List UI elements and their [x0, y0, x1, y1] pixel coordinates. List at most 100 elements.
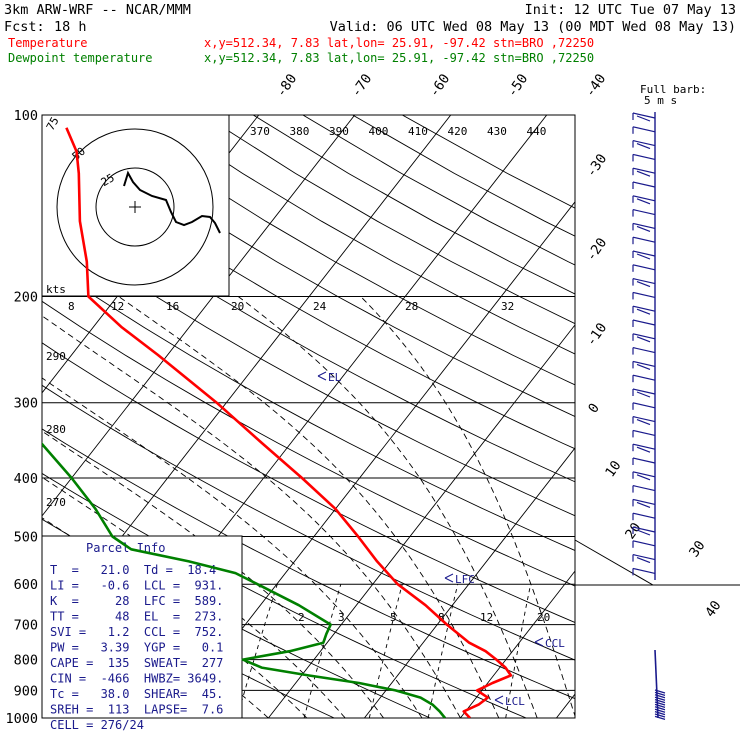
temperature-legend-label: Temperature [8, 36, 87, 50]
pressure-tick-label: 1000 [5, 711, 38, 727]
hodograph: 75 50 25 kts [41, 114, 230, 297]
dry-adiabat [103, 115, 575, 386]
barb-feather [654, 715, 666, 721]
dry-adiabat-label: 380 [290, 125, 310, 138]
level-arrow [494, 699, 504, 705]
mixing-ratio-label: 32 [501, 300, 514, 313]
barb-feather [632, 153, 656, 160]
dry-adiabat-label: 390 [329, 125, 349, 138]
isotherm [460, 570, 575, 718]
barb-feather [632, 140, 656, 147]
isotherm-label: -10 [583, 320, 610, 349]
parcel-info-row: K = 28 LFC = 589. [50, 594, 223, 608]
dry-adiabat [42, 565, 335, 718]
level-arrow [317, 371, 327, 377]
valid-time: Valid: 06 UTC Wed 08 May 13 (00 MDT Wed … [330, 19, 736, 35]
dry-adiabat-label: 430 [487, 125, 507, 138]
barb-feather [632, 222, 656, 229]
mixing-ratio-label: 20 [537, 611, 550, 624]
barb-feather [636, 529, 651, 536]
mixing-ratio-line [303, 584, 342, 718]
barb-feather [654, 696, 666, 701]
barb-feather [632, 347, 656, 354]
mixing-ratio-line [236, 584, 278, 718]
barb-feather [632, 471, 656, 478]
level-arrow [494, 695, 504, 701]
isotherm [42, 115, 356, 517]
isotherm-label: -80 [273, 71, 300, 100]
sounding-traces [42, 127, 513, 718]
dry-adiabat-label: 400 [369, 125, 389, 138]
barb-feather [632, 554, 656, 561]
barb-legend-line2: 5 m s [644, 94, 677, 107]
isotherm-label: 10 [602, 458, 624, 481]
barb-feather [632, 236, 656, 243]
theta-label: 280 [46, 423, 66, 436]
barb-feather [636, 170, 651, 177]
mixing-ratio-label: 28 [405, 300, 418, 313]
isotherm-label: -70 [348, 71, 375, 100]
parcel-info-row: T = 21.0 Td = 18.4 [50, 563, 216, 577]
dry-adiabat-label: 370 [250, 125, 270, 138]
barb-feather [654, 713, 666, 718]
barb-feather [632, 512, 656, 519]
parcel-info-row: Tc = 38.0 SHEAR= 45. [50, 687, 223, 701]
barb-feather [632, 250, 656, 257]
barb-feather [654, 701, 666, 706]
barb-feather [636, 336, 651, 343]
dry-adiabat-label: 410 [408, 125, 428, 138]
pressure-tick-label: 600 [14, 577, 38, 593]
barb-feather [632, 360, 656, 367]
level-arrow [534, 637, 544, 643]
barb-feather [636, 363, 651, 370]
barb-feather [654, 710, 666, 716]
barb-feather [636, 501, 651, 508]
barb-feather [636, 143, 651, 150]
barb-feather [654, 706, 666, 711]
hodograph-trace [123, 170, 221, 234]
temperature-trace [65, 127, 513, 718]
barb-feather [632, 388, 656, 395]
dry-adiabat [42, 342, 575, 624]
level-markers: EL LFC CCL LCL [317, 371, 565, 708]
parcel-info-row: CELL = 276/24 [50, 718, 144, 732]
barb-feather [636, 115, 651, 122]
dry-adiabat [42, 300, 575, 587]
mixing-ratio-label: 20 [231, 300, 244, 313]
barb-feather [632, 264, 656, 271]
barb-feather [632, 319, 656, 326]
isotherm-label: -40 [582, 71, 609, 100]
pressure-tick-label: 700 [14, 618, 38, 634]
barb-feather [632, 167, 656, 174]
barb-feather [636, 391, 651, 398]
barb-feather [632, 181, 656, 188]
dry-adiabat [54, 115, 575, 417]
mixing-ratio-label: 8 [438, 611, 445, 624]
temperature-legend-info: x,y=512.34, 7.83 lat,lon= 25.91, -97.42 … [204, 36, 594, 50]
level-arrow [444, 573, 454, 579]
barb-feather [632, 429, 656, 436]
dry-adiabat [42, 142, 575, 450]
parcel-info-row: PW = 3.39 YGP = 0.1 [50, 641, 223, 655]
init-time: Init: 12 UTC Tue 07 May 13 [525, 2, 736, 18]
hodograph-ring-75: 75 [44, 115, 62, 133]
isotherm [556, 693, 575, 718]
theta-label: 290 [46, 350, 66, 363]
barb-feather [632, 209, 656, 216]
dry-adiabat [402, 115, 575, 209]
isotherm [268, 324, 575, 718]
pressure-tick-label: 900 [14, 683, 38, 699]
barb-feather [632, 485, 656, 492]
barb-feather [632, 526, 656, 533]
dry-adiabat-label: 440 [527, 125, 547, 138]
parcel-info-row: CAPE = 135 SWEAT= 277 [50, 656, 223, 670]
barb-feather [654, 689, 666, 694]
level-label-ccl: CCL [545, 637, 565, 650]
theta-label: 270 [46, 496, 66, 509]
moist-adiabat [237, 296, 538, 718]
mixing-ratio-label: 12 [111, 300, 124, 313]
barb-staff [654, 649, 659, 719]
hodograph-ring-25: 25 [99, 171, 117, 189]
